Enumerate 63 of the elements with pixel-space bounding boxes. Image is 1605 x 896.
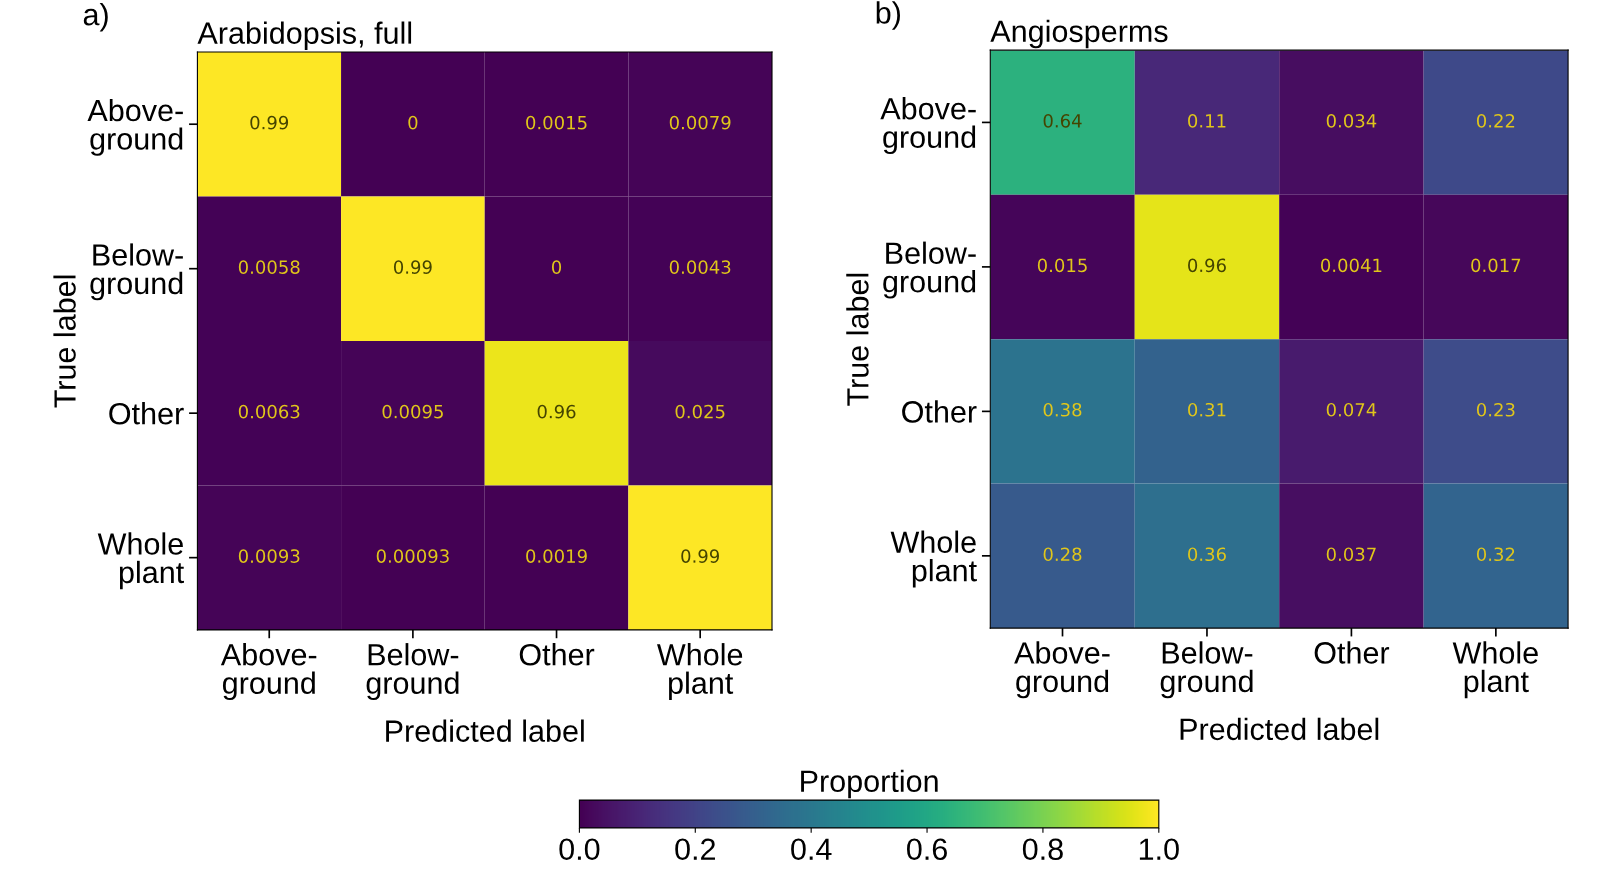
data-label: 0.64 [1043,114,1082,128]
x-tick-label: Whole plant [657,643,743,701]
data-label: 0.99 [681,549,720,563]
text: a) [83,3,108,32]
data-label: 0.0019 [526,549,587,563]
data-label: 0.28 [1043,547,1082,562]
data-label: 0.36 [1188,547,1226,562]
data-label: 0.074 [1326,402,1377,417]
data-label: 0.11 [1188,114,1226,128]
color-bar-title: Proportion [801,769,938,799]
data-label: 0 [551,260,562,274]
data-label: 0.0015 [526,115,587,130]
y-tick-label: Below- ground [90,243,183,301]
data-label: 0.96 [537,404,576,419]
data-label: 0.0095 [382,404,443,419]
data-label: 0.034 [1326,114,1377,128]
data-label: 0.32 [1476,547,1515,562]
data-label: 0.015 [1037,258,1087,273]
x-tick-label: Above- ground [1014,641,1110,699]
y-tick-label: Other [902,400,977,423]
data-label: 0.96 [1188,258,1226,273]
y-tick-label: Below- ground [883,241,976,299]
data-label: 0.31 [1188,402,1226,417]
data-label: 0.99 [250,115,289,130]
chart-title: Arabidopsis, full [197,21,412,50]
chart-title: Angiosperms [990,19,1168,49]
y-tick-label: Other [109,402,184,425]
x-axis-title: Predicted label [1180,717,1379,741]
x-tick-label: Below- ground [1160,641,1253,699]
data-label: 0.0058 [238,260,300,274]
data-label: 0.0043 [669,260,731,274]
x-tick-label: Other [1314,641,1390,664]
data-label: 0.0093 [238,549,300,563]
color-bar-label: 0.4 [791,838,832,861]
data-label: 0.38 [1043,402,1082,417]
y-axis-title: True label [53,275,76,408]
data-label: 0.0041 [1321,258,1382,273]
data-label: 0.0079 [669,115,731,130]
y-axis-title: True label [846,273,869,406]
x-tick-label: Below- ground [366,643,459,701]
x-axis-title: Predicted label [386,719,584,742]
x-tick-label: Whole plant [1452,641,1538,699]
color-bar-label: 1.0 [1139,838,1179,861]
text: b) [876,1,900,30]
data-label: 0.22 [1476,114,1515,128]
data-label: 0.23 [1476,402,1515,417]
data-label: 0.037 [1326,547,1376,562]
color-bar-label: 0.8 [1022,838,1063,861]
x-tick-label: Above- ground [220,643,317,701]
data-label: 0.99 [393,260,432,274]
color-bar-label: 0.0 [559,838,600,861]
y-tick-label: Above- ground [880,97,976,155]
x-tick-label: Other [519,643,595,666]
y-tick-label: Above- ground [87,98,183,156]
y-tick-label: Whole plant [890,530,977,588]
data-label: 0.00093 [376,549,449,563]
color-bar-label: 0.6 [907,838,947,861]
color-bar-label: 0.2 [675,838,715,861]
data-label: 0.0063 [238,404,300,419]
y-tick-label: Whole plant [97,532,184,590]
data-label: 0.017 [1471,258,1521,273]
data-label: 0 [408,115,418,130]
data-label: 0.025 [675,404,725,419]
